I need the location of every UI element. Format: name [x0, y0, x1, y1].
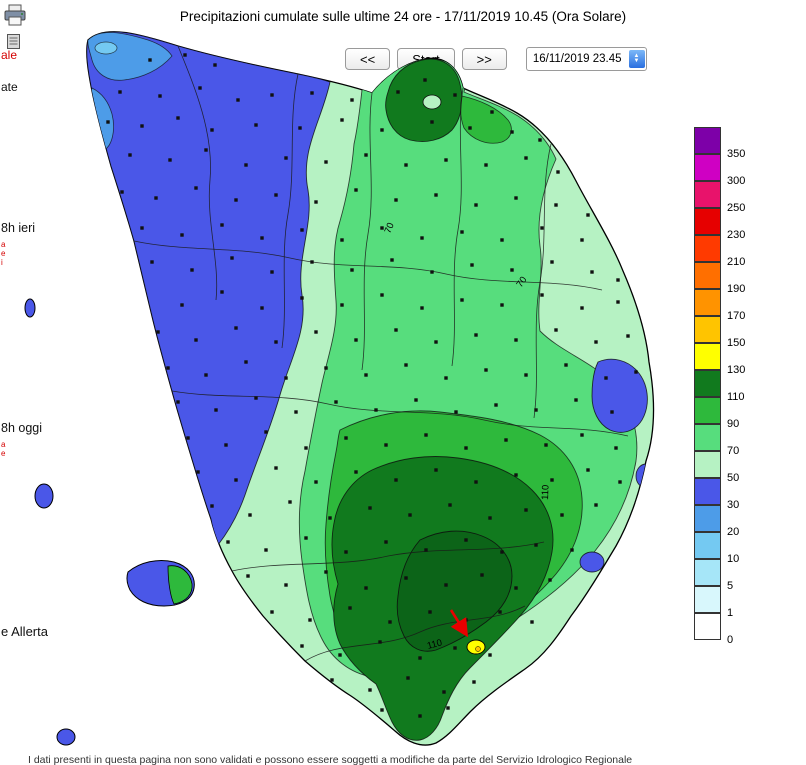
legend-color-swatch	[694, 262, 721, 289]
previous-step-button[interactable]: <<	[345, 48, 391, 70]
island-giglio	[56, 728, 76, 746]
legend-color-swatch	[694, 451, 721, 478]
svg-text:70: 70	[514, 275, 529, 290]
document-icon[interactable]	[7, 34, 20, 54]
legend-value-label: 70	[727, 445, 740, 457]
legend-color-swatch	[694, 235, 721, 262]
band-30-east-small	[579, 551, 605, 573]
clipped-link-fragment[interactable]: e	[1, 449, 6, 458]
island-capraia	[24, 298, 36, 318]
section-label-today: 8h oggi	[1, 421, 43, 435]
legend-value-label: 130	[727, 364, 746, 376]
clipped-link-fragment[interactable]: i	[1, 258, 3, 267]
legend-color-swatch	[694, 397, 721, 424]
legend-value-label: 350	[727, 148, 746, 160]
datetime-select-value: 16/11/2019 23.45	[532, 53, 622, 65]
contour-labels: 70 70 110 110	[383, 221, 552, 652]
section-label-yesterday: 8h ieri	[1, 221, 36, 235]
legend-color-swatch	[694, 505, 721, 532]
islands	[24, 298, 195, 746]
clipped-link-fragment[interactable]: a	[1, 240, 6, 249]
legend-value-label: 300	[727, 175, 746, 187]
menu-item-fragment[interactable]: ate	[1, 80, 18, 94]
island-gorgona	[34, 483, 54, 509]
island-elba-east	[167, 565, 193, 605]
legend-value-label: 230	[727, 229, 746, 241]
time-navigation: << Start >> 16/11/2019 23.45 ▲▼	[345, 47, 647, 71]
color-scale-legend: 350 300 250 230 210 190 170 150 130 110 90 70 50 30 20…	[694, 127, 772, 657]
band-10-tip	[94, 41, 118, 55]
band-150-spot	[475, 646, 481, 652]
band-130-spot	[466, 639, 486, 655]
legend-color-swatch	[694, 343, 721, 370]
annotation-arrow-icon	[449, 609, 469, 638]
station-dots	[106, 53, 638, 718]
legend-value-label: 50	[727, 472, 740, 484]
legend-color-swatch	[694, 289, 721, 316]
legend-value-label: 1	[727, 607, 734, 619]
legend-color-swatch	[694, 370, 721, 397]
legend-color-swatch	[694, 532, 721, 559]
band-30-northeast-small	[618, 248, 636, 264]
legend-color-swatch	[694, 478, 721, 505]
page-title: Precipitazioni cumulate sulle ultime 24 …	[179, 9, 627, 24]
footer-disclaimer: I dati presenti in questa pagina non son…	[28, 754, 633, 765]
legend-color-swatch	[694, 154, 721, 181]
next-step-button[interactable]: >>	[461, 48, 507, 70]
clipped-link-fragment[interactable]: a	[1, 440, 6, 449]
legend-color-swatch	[694, 559, 721, 586]
band-hole-north	[422, 94, 442, 110]
legend-value-label: 20	[727, 526, 740, 538]
legend-color-swatch	[694, 613, 721, 640]
menu-item-alert-zones[interactable]: e Allerta	[1, 624, 48, 639]
datetime-select[interactable]: 16/11/2019 23.45 ▲ ▼	[525, 47, 647, 71]
print-icon[interactable]	[3, 4, 27, 33]
select-stepper-icon: ▲ ▼	[628, 50, 645, 68]
svg-text:110: 110	[426, 637, 443, 652]
svg-text:70: 70	[383, 221, 397, 235]
legend-value-label: 190	[727, 283, 746, 295]
legend-value-label: 170	[727, 310, 746, 322]
admin-boundaries	[133, 45, 629, 662]
legend-color-swatch	[694, 181, 721, 208]
legend-value-label: 0	[727, 634, 734, 646]
legend-value-label: 110	[727, 391, 745, 403]
band-90-northeast	[460, 95, 512, 144]
legend-color-swatch	[694, 127, 721, 154]
legend-value-label: 210	[727, 256, 746, 268]
legend-color-swatch	[694, 208, 721, 235]
legend-value-label: 10	[727, 553, 740, 565]
legend-value-label: 30	[727, 499, 740, 511]
legend-color-swatch	[694, 586, 721, 613]
legend-color-swatch	[694, 424, 721, 451]
legend-value-label: 90	[727, 418, 740, 430]
svg-text:110: 110	[540, 485, 552, 501]
legend-value-label: 250	[727, 202, 746, 214]
legend-value-label: 5	[727, 580, 734, 592]
legend-value-label: 150	[727, 337, 746, 349]
band-30-east-edge	[635, 463, 654, 489]
legend-color-swatch	[694, 316, 721, 343]
menu-item-fragment-red[interactable]: ale	[1, 48, 18, 62]
clipped-link-fragment[interactable]: e	[1, 249, 6, 258]
